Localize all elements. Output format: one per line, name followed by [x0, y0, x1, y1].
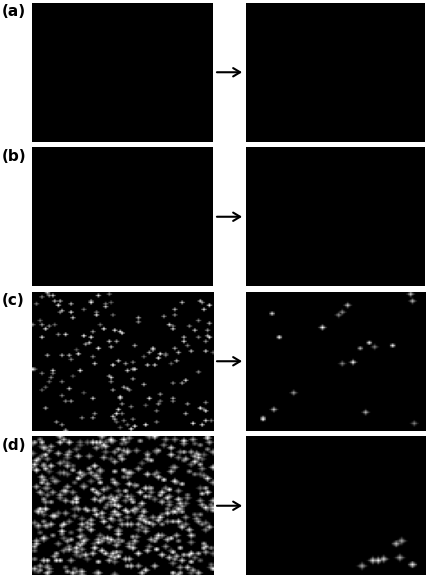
Text: (d): (d)	[2, 438, 26, 453]
Text: (a): (a)	[2, 4, 26, 19]
Text: (b): (b)	[2, 149, 27, 164]
Text: (c): (c)	[2, 293, 25, 308]
